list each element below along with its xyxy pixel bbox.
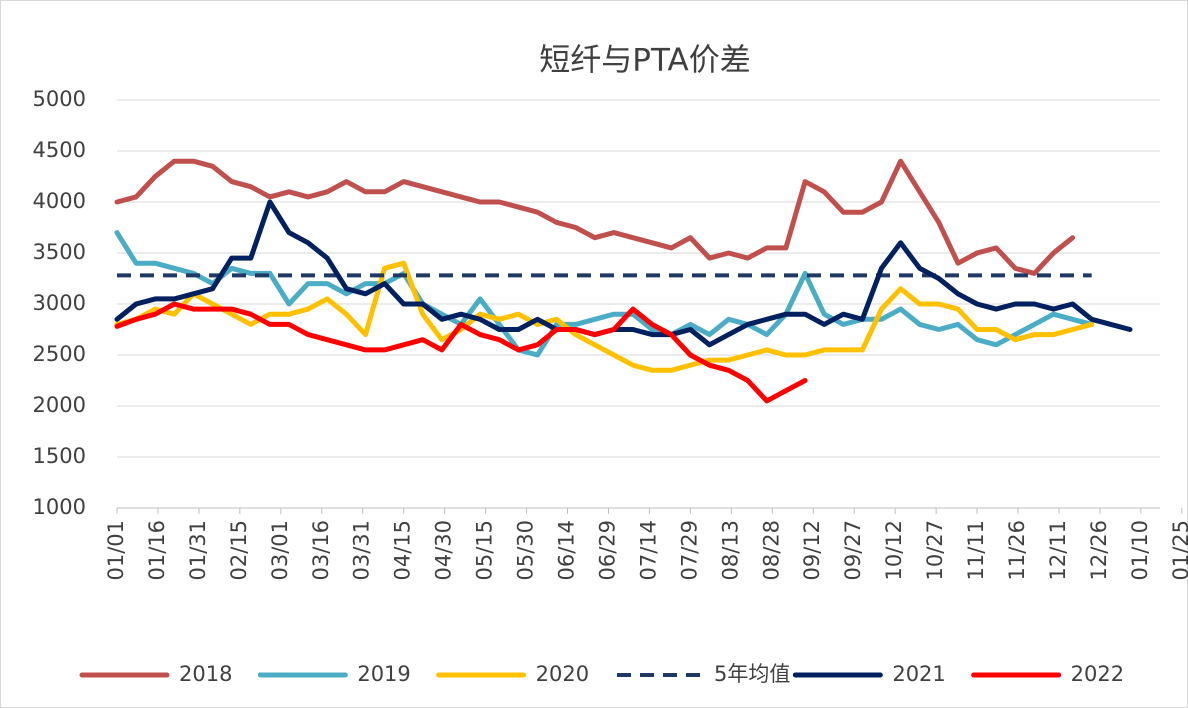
x-tick-label: 11/26: [1005, 520, 1029, 581]
chart-title: 短纤与PTA价差: [539, 43, 750, 79]
y-tick-label: 4000: [33, 189, 86, 213]
x-tick-label: 03/16: [309, 520, 333, 581]
x-tick-label: 07/14: [636, 520, 660, 581]
x-tick-label: 03/01: [268, 520, 292, 581]
x-tick-label: 08/13: [718, 520, 742, 581]
series-line: [114, 301, 808, 404]
series-line: [114, 230, 1095, 358]
x-tick-label: 01/01: [104, 520, 128, 581]
y-tick-label: 3000: [33, 291, 86, 315]
x-tick-label: 10/12: [882, 520, 906, 581]
y-tick-label: 3500: [33, 240, 86, 264]
legend-label: 2020: [536, 662, 589, 686]
y-tick-label: 1500: [33, 444, 86, 468]
y-tick-label: 2000: [33, 393, 86, 417]
x-tick-label: 07/29: [677, 520, 701, 581]
x-tick-label: 04/15: [391, 520, 415, 581]
x-tick-label: 10/27: [923, 520, 947, 581]
x-tick-label: 12/11: [1046, 520, 1070, 581]
x-tick-label: 11/11: [964, 520, 988, 581]
x-tick-label: 12/26: [1087, 520, 1111, 581]
y-tick-label: 4500: [33, 138, 86, 162]
x-tick-label: 02/15: [227, 520, 251, 581]
legend-label: 2022: [1071, 662, 1124, 686]
x-tick-label: 09/27: [841, 520, 865, 581]
x-tick-label: 01/16: [145, 520, 169, 581]
legend-label: 2019: [357, 662, 410, 686]
x-tick-label: 08/28: [759, 520, 783, 581]
x-tick-label: 03/31: [350, 520, 374, 581]
x-tick-label: 06/14: [555, 520, 579, 581]
series-line: [114, 260, 1095, 373]
x-tick-label: 05/15: [473, 520, 497, 581]
y-tick-label: 2500: [33, 342, 86, 366]
legend-label: 2018: [179, 662, 232, 686]
x-tick-label: 01/31: [186, 520, 210, 581]
series-line: [114, 158, 1076, 276]
legend-label: 5年均值: [714, 662, 790, 686]
x-tick-label: 04/30: [432, 520, 456, 581]
legend-label: 2021: [892, 662, 945, 686]
x-tick-label: 06/29: [595, 520, 619, 581]
x-tick-label: 01/10: [1128, 520, 1152, 581]
series-line: [114, 199, 1133, 348]
y-tick-label: 1000: [33, 495, 86, 519]
x-tick-label: 01/25: [1169, 520, 1188, 581]
y-tick-label: 5000: [33, 87, 86, 111]
x-tick-label: 05/30: [514, 520, 538, 581]
x-tick-label: 09/12: [800, 520, 824, 581]
